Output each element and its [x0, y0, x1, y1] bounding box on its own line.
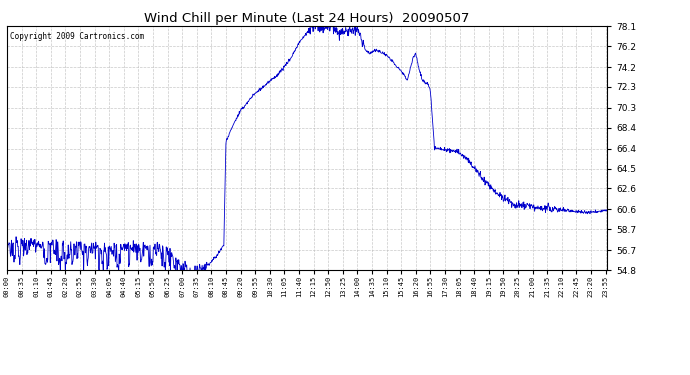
Title: Wind Chill per Minute (Last 24 Hours)  20090507: Wind Chill per Minute (Last 24 Hours) 20… [144, 12, 470, 25]
Text: Copyright 2009 Cartronics.com: Copyright 2009 Cartronics.com [10, 32, 144, 41]
